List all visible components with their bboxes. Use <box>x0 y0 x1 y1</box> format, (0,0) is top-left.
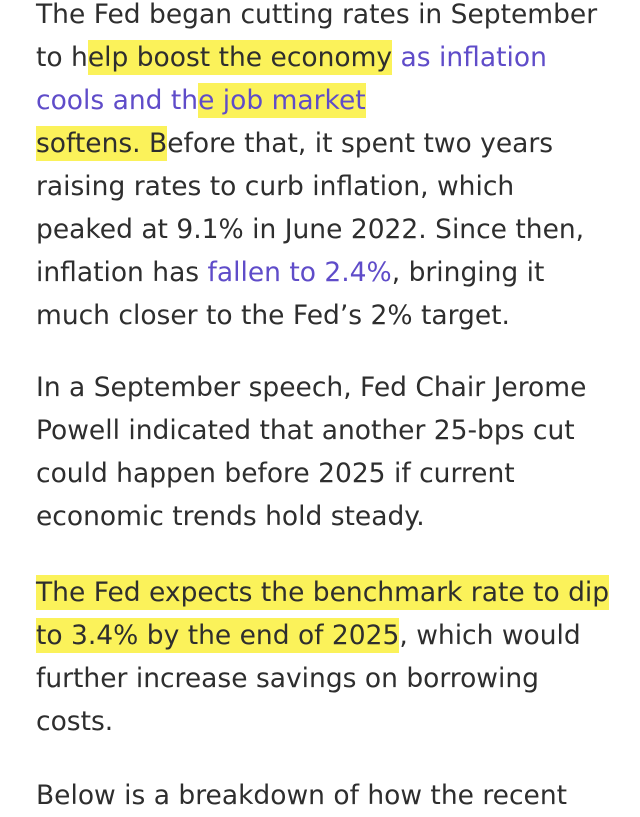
highlighted-link-text[interactable]: e job market <box>198 83 366 118</box>
paragraph-breakdown: Below is a breakdown of how the recent <box>36 780 568 811</box>
highlighted-text: elp boost the economy <box>87 40 393 75</box>
paragraph-powell-speech: In a September speech, Fed Chair Jerome … <box>36 372 587 532</box>
link-text[interactable]: as inflation cools and th <box>36 42 547 116</box>
highlighted-link-text[interactable]: softens. B <box>36 126 168 161</box>
text-segment: , which would further increase savings o… <box>36 620 581 737</box>
paragraph-rate-cuts: The Fed began cutting rates in September… <box>36 0 616 337</box>
text-segment: The Fed began cutting rates in September… <box>36 0 598 73</box>
paragraph-fed-expectation: The Fed expects the benchmark rate to di… <box>36 571 616 743</box>
inflation-cools-link[interactable]: as inflation cools and the job market <box>36 42 547 118</box>
text-segment: , bringing it much closer to the Fed’s 2… <box>36 257 545 331</box>
fallen-to-link[interactable]: fallen to 2.4% <box>207 257 392 288</box>
text-segment: efore that, it spent two years raising r… <box>36 128 585 288</box>
